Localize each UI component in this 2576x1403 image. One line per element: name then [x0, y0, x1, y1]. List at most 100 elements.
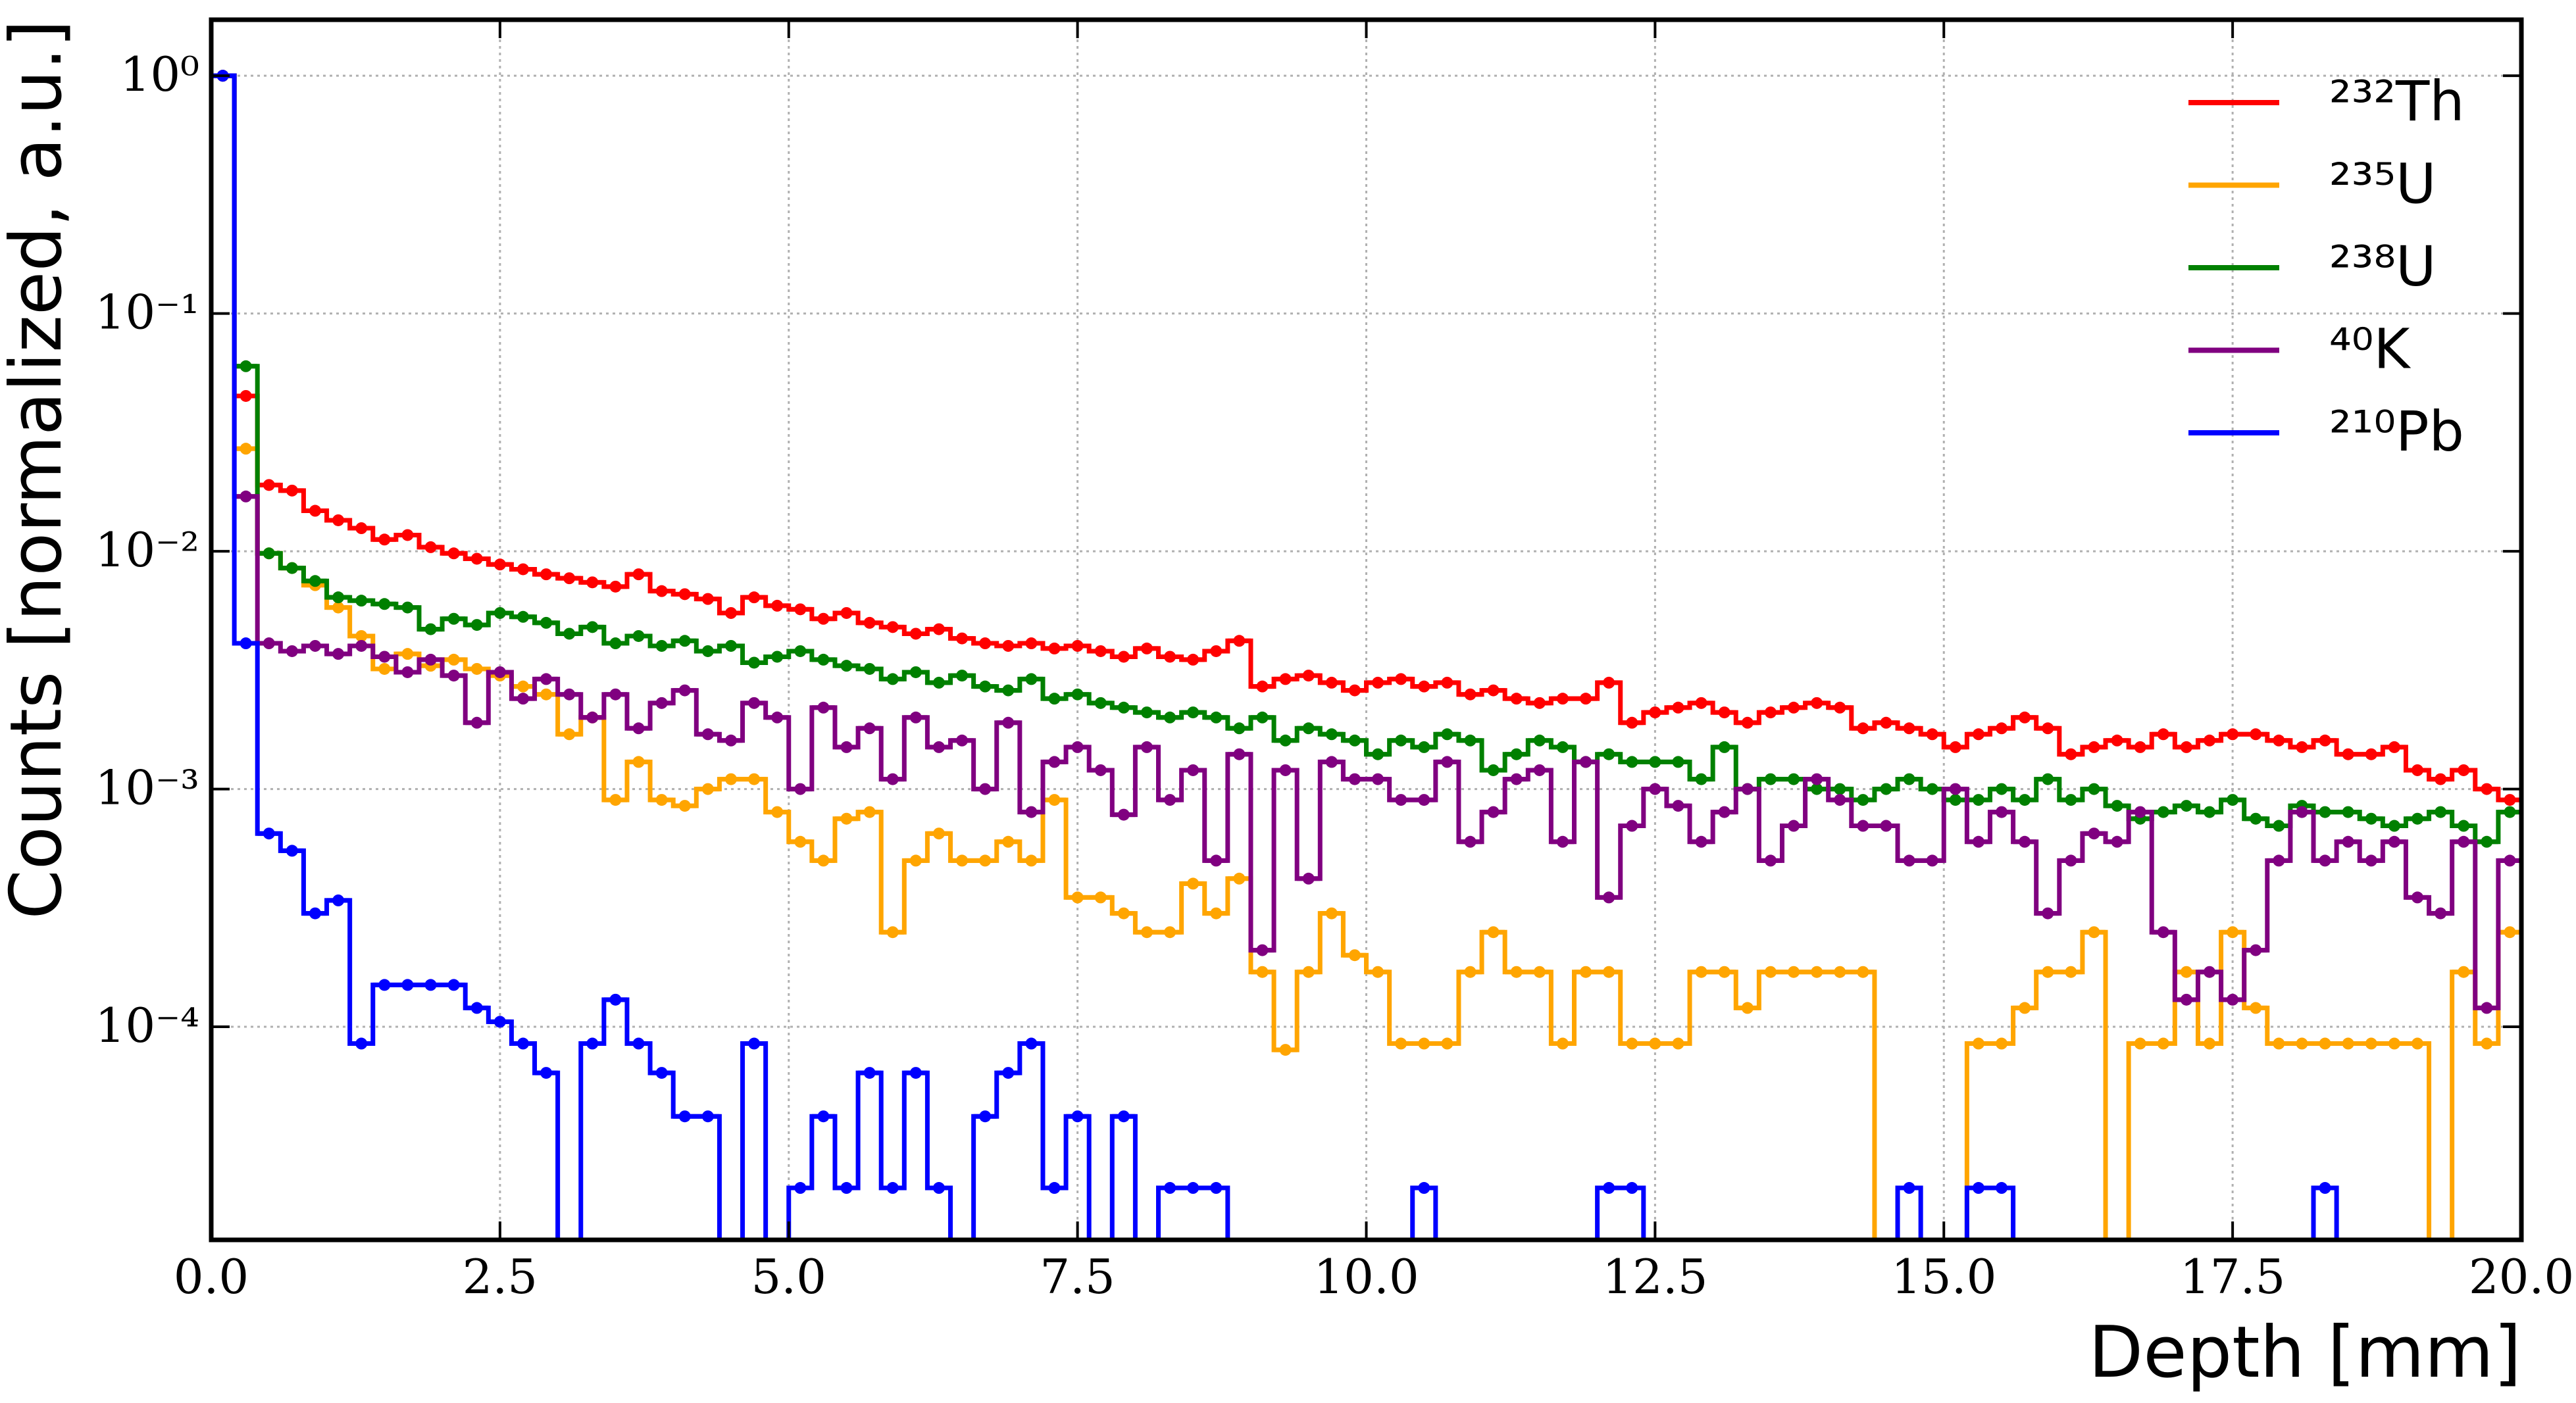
bin-marker — [2365, 812, 2377, 825]
bin-marker — [1071, 688, 1084, 701]
legend-label: ²³⁵U — [2329, 151, 2437, 216]
bin-marker — [1949, 741, 1961, 753]
bin-marker — [863, 1067, 876, 1079]
bin-marker — [240, 389, 252, 402]
bin-marker — [2435, 907, 2447, 920]
bin-marker — [1510, 773, 1523, 785]
bin-marker — [1510, 693, 1523, 705]
bin-marker — [401, 529, 414, 541]
bin-marker — [586, 711, 599, 724]
bin-marker — [2250, 812, 2262, 825]
bin-marker — [1210, 854, 1223, 867]
bin-marker — [355, 1037, 368, 1050]
bin-marker — [2412, 764, 2424, 776]
legend: ²³²Th ²³⁵U ²³⁸U ⁴⁰K ²¹⁰Pb — [2188, 69, 2465, 464]
bin-marker — [1025, 637, 1038, 650]
x-tick-label: 17.5 — [2180, 1249, 2285, 1304]
bin-marker — [470, 716, 483, 729]
bin-marker — [1094, 645, 1107, 657]
bin-marker — [817, 612, 830, 625]
bin-marker — [1002, 716, 1015, 729]
bin-marker — [1117, 651, 1130, 663]
bin-marker — [1279, 673, 1292, 685]
bin-marker — [2319, 806, 2331, 818]
bin-marker — [1695, 835, 1707, 848]
bin-marker — [240, 360, 252, 372]
bin-marker — [1834, 794, 1846, 806]
bin-marker — [355, 522, 368, 535]
bin-marker — [748, 591, 761, 604]
bin-marker — [1187, 653, 1200, 666]
bin-marker — [332, 591, 345, 604]
bin-marker — [678, 800, 691, 812]
bin-marker — [1372, 748, 1384, 760]
bin-marker — [1117, 808, 1130, 821]
bin-marker — [771, 599, 784, 612]
bin-marker — [332, 601, 345, 614]
bin-marker — [794, 835, 807, 848]
bin-marker — [1418, 741, 1430, 753]
bin-marker — [2296, 806, 2308, 818]
bin-marker — [540, 673, 553, 685]
bin-marker — [956, 854, 969, 867]
bin-marker — [1395, 734, 1407, 747]
bin-marker — [1857, 722, 1869, 735]
bin-marker — [909, 628, 922, 640]
bin-marker — [286, 845, 298, 857]
bin-marker — [263, 827, 275, 840]
bin-marker — [2157, 728, 2169, 741]
bin-marker — [470, 1002, 483, 1014]
bin-marker — [1048, 693, 1061, 705]
bin-marker — [286, 645, 298, 657]
bin-marker — [2065, 794, 2077, 806]
bin-marker — [1949, 783, 1961, 795]
step-outline — [211, 73, 2521, 1240]
bin-marker — [1025, 854, 1038, 867]
bin-marker — [1718, 741, 1730, 753]
bin-marker — [2273, 1037, 2285, 1050]
bin-marker — [701, 1110, 714, 1123]
bin-marker — [1788, 773, 1800, 785]
bin-marker — [932, 1182, 945, 1194]
bin-marker — [493, 558, 506, 571]
bin-marker — [2157, 926, 2169, 939]
bin-marker — [1695, 697, 1707, 709]
bin-marker — [632, 629, 645, 642]
bin-marker — [1672, 701, 1684, 714]
bin-marker — [1418, 1037, 1430, 1050]
bin-marker — [1025, 673, 1038, 685]
bin-marker — [2365, 748, 2377, 760]
bin-marker — [1187, 1182, 1200, 1194]
bin-marker — [794, 1182, 807, 1194]
bin-marker — [794, 603, 807, 616]
bin-marker — [1996, 1037, 2008, 1050]
bin-marker — [1533, 697, 1546, 709]
bin-marker — [2157, 1037, 2169, 1050]
legend-label: ²³⁸U — [2329, 234, 2437, 299]
bin-marker — [1603, 891, 1615, 904]
bin-marker — [1464, 734, 1477, 747]
bin-marker — [1580, 693, 1592, 705]
bin-marker — [2342, 748, 2354, 760]
bin-marker — [840, 606, 853, 619]
bin-marker — [263, 547, 275, 560]
bin-marker — [1926, 728, 1938, 741]
bin-marker — [1048, 794, 1061, 806]
bin-marker — [2273, 820, 2285, 832]
bin-marker — [724, 639, 737, 652]
bin-marker — [2412, 1037, 2424, 1050]
bin-marker — [2342, 806, 2354, 818]
bin-marker — [2111, 734, 2123, 747]
bin-marker — [1279, 764, 1292, 776]
bin-marker — [1880, 820, 1892, 832]
bin-marker — [517, 693, 529, 705]
bin-marker — [1233, 635, 1246, 647]
bin-marker — [1811, 697, 1823, 709]
bin-marker — [2388, 1037, 2400, 1050]
bin-marker — [2134, 806, 2146, 818]
bin-marker — [1441, 728, 1453, 741]
bin-marker — [1164, 926, 1176, 939]
bin-marker — [609, 580, 622, 593]
bin-marker — [2204, 734, 2216, 747]
bin-marker — [1603, 676, 1615, 689]
